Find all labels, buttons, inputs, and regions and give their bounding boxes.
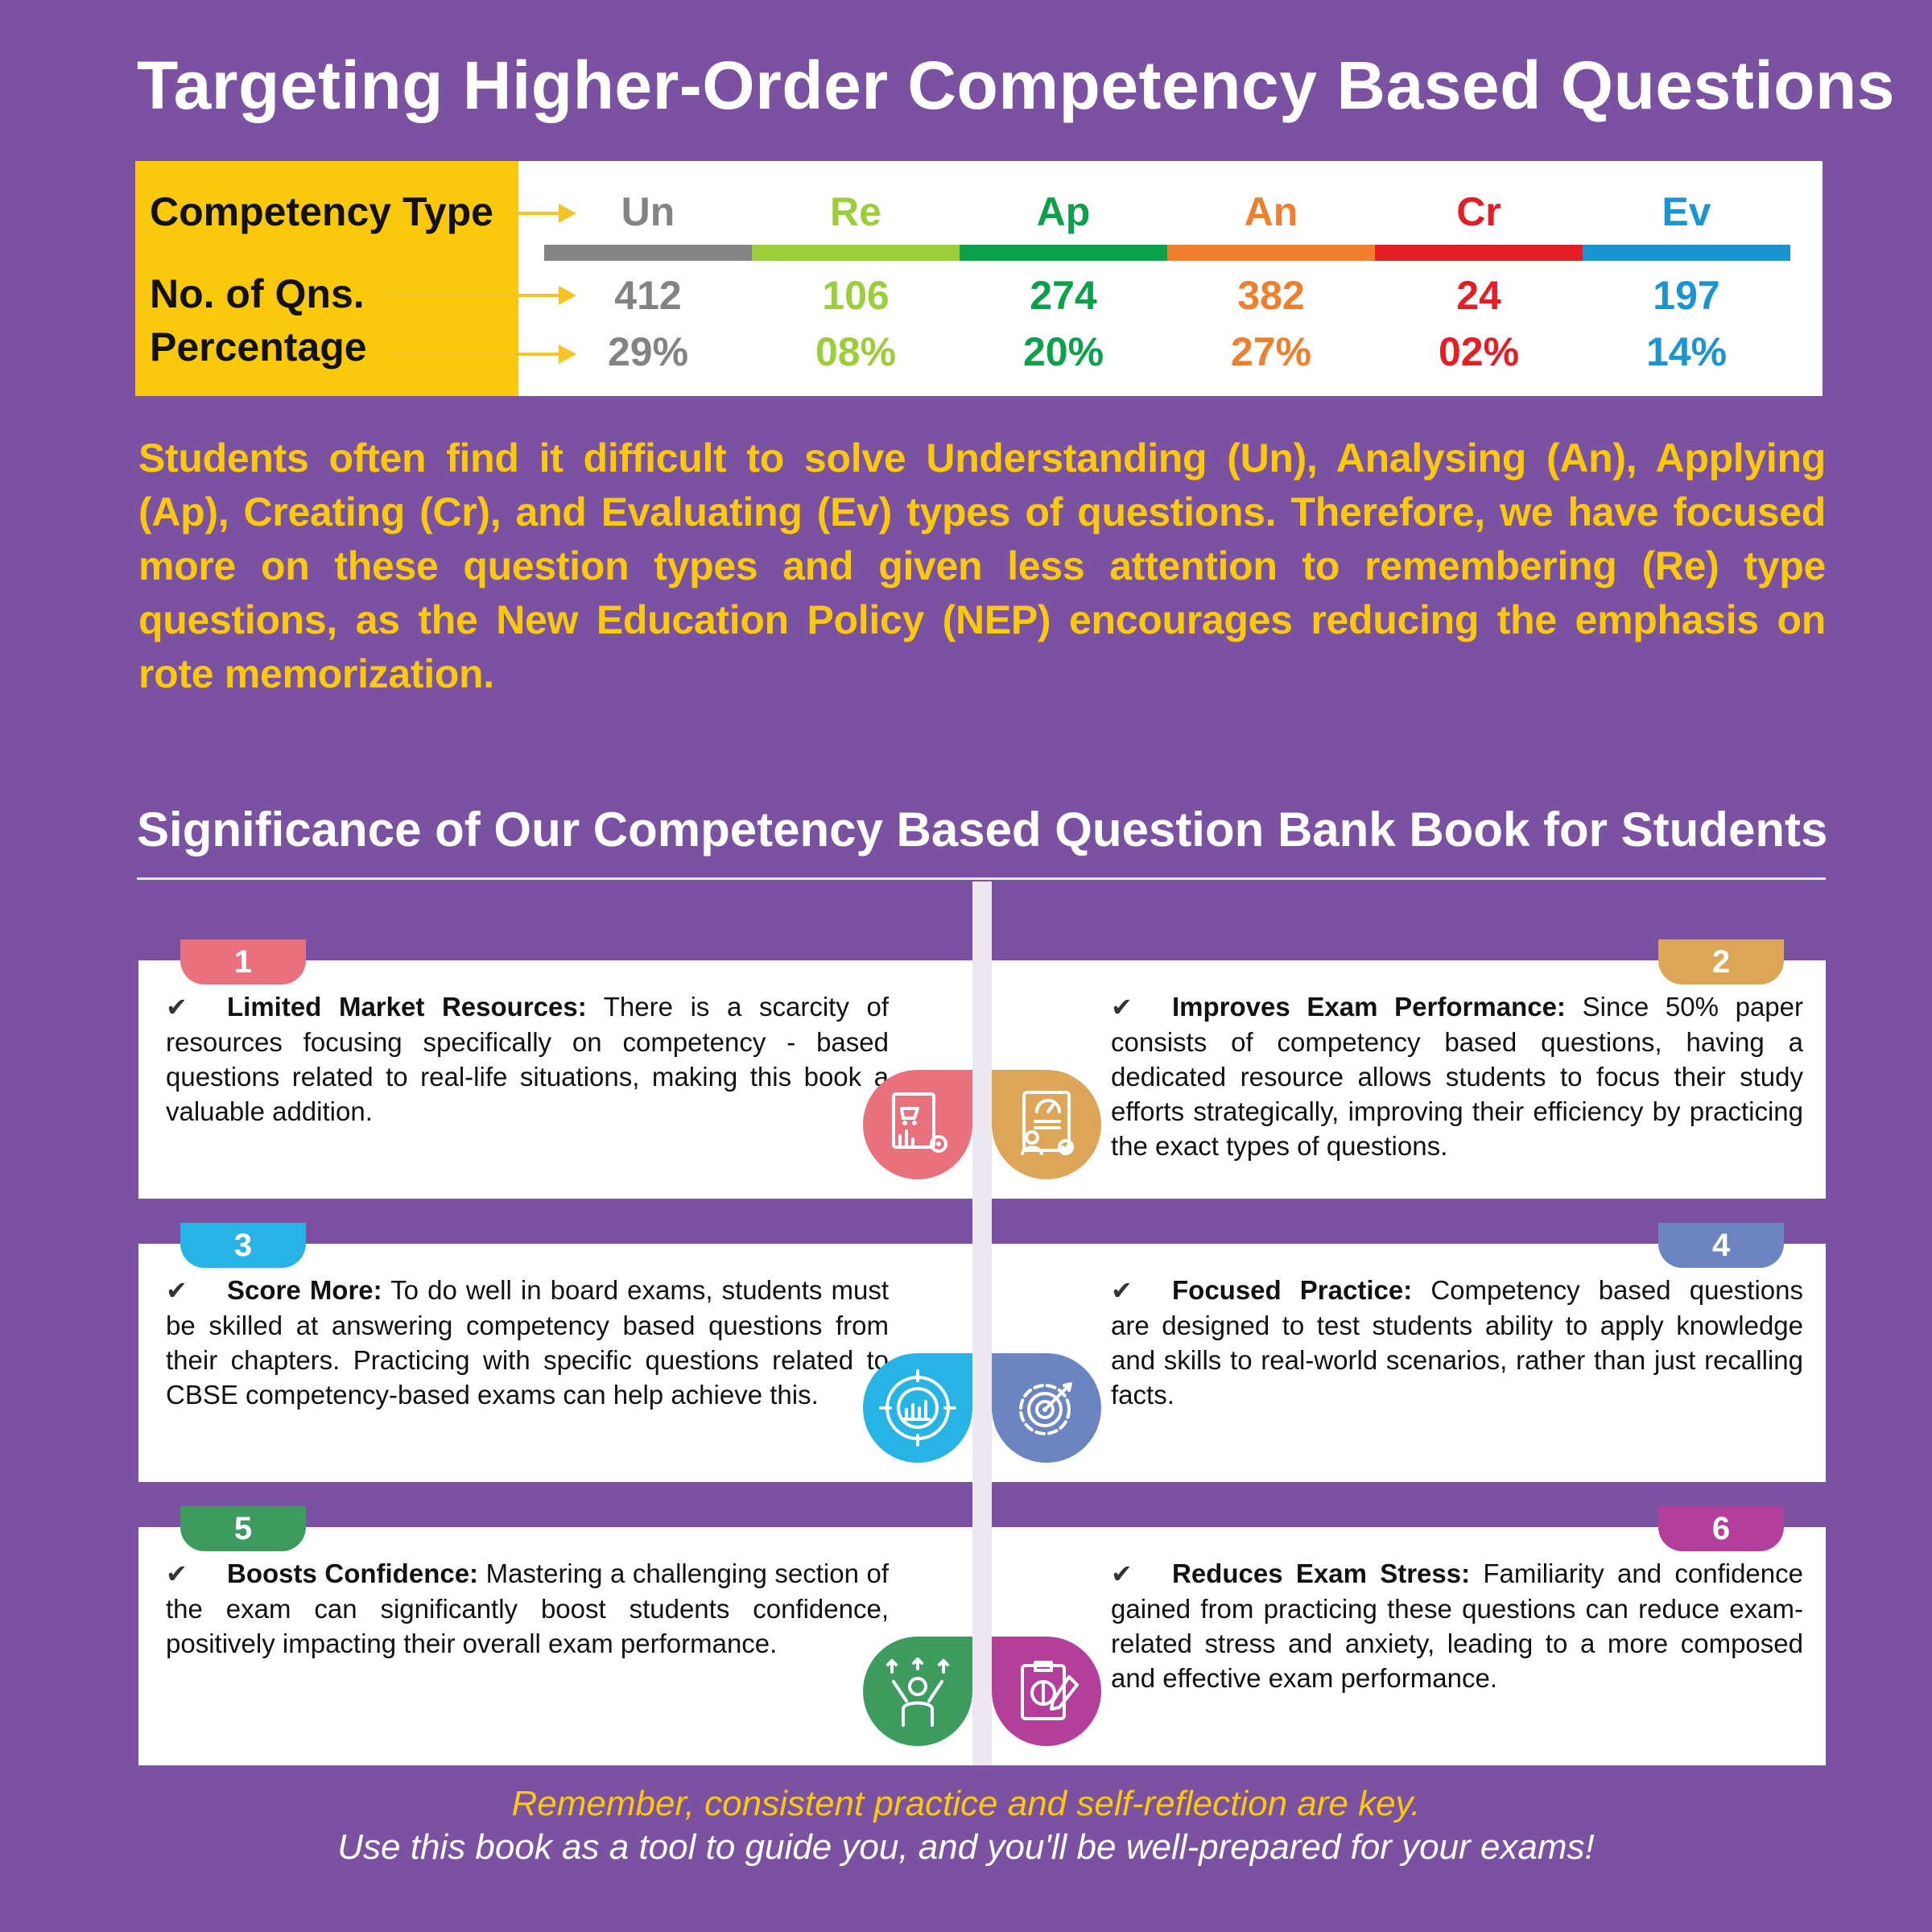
question-percentage: 08% bbox=[815, 329, 897, 374]
card-text: ✔ Limited Market Resources: There is a sc… bbox=[166, 989, 889, 1129]
card-number-tab: 4 bbox=[1658, 1223, 1784, 1268]
card-body: Competency based questions are designed … bbox=[1111, 1275, 1803, 1410]
competency-row-labels: Competency Type No. of Qns. Percentage bbox=[135, 161, 518, 396]
intro-paragraph: Students often find it difficult to solv… bbox=[138, 436, 1826, 696]
competency-color-bar bbox=[544, 245, 752, 261]
card-text: ✔ Improves Exam Performance: Since 50% pa… bbox=[1111, 989, 1803, 1163]
question-count: 382 bbox=[1237, 273, 1305, 318]
card-heading: Score More: bbox=[227, 1275, 382, 1305]
question-percentage: 29% bbox=[607, 329, 689, 374]
check-icon: ✔ bbox=[166, 1559, 188, 1588]
card-number-tab: 2 bbox=[1658, 939, 1784, 985]
competency-column: Ev 197 14% bbox=[1583, 161, 1790, 394]
competency-code: Ap bbox=[1036, 189, 1091, 234]
significance-card: 5 ✔ Boosts Confidence: Mastering a challen… bbox=[138, 1506, 972, 1765]
question-percentage: 02% bbox=[1438, 329, 1520, 374]
competency-color-bar bbox=[752, 245, 960, 261]
check-icon: ✔ bbox=[1111, 993, 1133, 1022]
competency-column: Un 412 29% bbox=[544, 161, 752, 394]
card-body: Mastering a challenging section of the e… bbox=[166, 1558, 889, 1658]
significance-title: Significance of Our Competency Based Que… bbox=[137, 803, 1828, 857]
question-percentage: 14% bbox=[1645, 329, 1728, 374]
competency-code: Re bbox=[830, 189, 881, 234]
closing-note: Remember, consistent practice and self-r… bbox=[0, 1782, 1932, 1869]
card-heading: Focused Practice: bbox=[1172, 1275, 1413, 1305]
card-number-tab: 5 bbox=[180, 1506, 306, 1551]
question-count: 106 bbox=[822, 273, 890, 318]
card-text: ✔ Score More: To do well in board exams, … bbox=[166, 1273, 889, 1412]
closing-line-2: Use this book as a tool to guide you, an… bbox=[337, 1827, 1595, 1867]
competency-color-bar bbox=[1375, 245, 1583, 261]
card-body: Since 50% paper consists of competency b… bbox=[1111, 992, 1804, 1161]
row-label-count: No. of Qns. bbox=[150, 271, 365, 316]
competency-column: Cr 24 02% bbox=[1375, 161, 1583, 394]
competency-code: Ev bbox=[1662, 189, 1711, 234]
card-heading: Boosts Confidence: bbox=[227, 1558, 479, 1588]
arrow-count-icon bbox=[385, 286, 576, 305]
row-label-type: Competency Type bbox=[150, 189, 493, 234]
chart-target-icon bbox=[863, 1353, 972, 1463]
significance-card: 1 ✔ Limited Market Resources: There is a s… bbox=[138, 939, 972, 1199]
closing-line-1: Remember, consistent practice and self-r… bbox=[511, 1784, 1421, 1823]
significance-card: 6 ✔ Reduces Exam Stress: Familiarity and c… bbox=[992, 1506, 1826, 1765]
card-body: To do well in board exams, students must… bbox=[166, 1275, 890, 1410]
gear-target-icon bbox=[992, 1353, 1101, 1463]
card-heading: Reduces Exam Stress: bbox=[1172, 1558, 1471, 1588]
check-icon: ✔ bbox=[1111, 1559, 1133, 1588]
significance-card: 3 ✔ Score More: To do well in board exams,… bbox=[138, 1223, 972, 1482]
arrow-percentage-icon bbox=[385, 345, 576, 364]
competency-color-bar bbox=[960, 245, 1167, 261]
row-label-percentage: Percentage bbox=[150, 324, 367, 369]
card-number-tab: 6 bbox=[1658, 1506, 1784, 1551]
exam-clipboard-icon bbox=[992, 1637, 1101, 1746]
question-percentage: 27% bbox=[1230, 329, 1312, 374]
competency-code: An bbox=[1244, 189, 1298, 234]
competency-code: Un bbox=[621, 189, 675, 234]
card-body: Familiarity and confidence gained from p… bbox=[1111, 1558, 1803, 1693]
question-count: 412 bbox=[614, 273, 682, 318]
competency-column: Re 106 08% bbox=[752, 161, 960, 394]
page-title: Targeting Higher-Order Competency Based … bbox=[137, 47, 1896, 123]
competency-color-bar bbox=[1583, 245, 1790, 261]
competency-color-bar bbox=[1167, 245, 1375, 261]
question-count: 274 bbox=[1030, 273, 1097, 318]
center-divider bbox=[972, 881, 992, 1765]
card-heading: Limited Market Resources: bbox=[227, 992, 587, 1022]
confident-person-icon bbox=[863, 1637, 972, 1746]
significance-card: 2 ✔ Improves Exam Performance: Since 50% p… bbox=[992, 939, 1826, 1199]
card-number-tab: 1 bbox=[180, 939, 306, 985]
question-percentage: 20% bbox=[1022, 329, 1104, 374]
competency-code: Cr bbox=[1456, 189, 1501, 234]
check-icon: ✔ bbox=[166, 1276, 188, 1305]
market-analysis-icon bbox=[863, 1070, 972, 1179]
card-number-tab: 3 bbox=[180, 1223, 306, 1268]
check-icon: ✔ bbox=[1111, 1276, 1133, 1305]
card-text: ✔ Boosts Confidence: Mastering a challeng… bbox=[166, 1556, 889, 1661]
question-count: 24 bbox=[1456, 273, 1501, 318]
check-icon: ✔ bbox=[166, 993, 188, 1022]
card-text: ✔ Focused Practice: Competency based ques… bbox=[1111, 1273, 1803, 1412]
card-heading: Improves Exam Performance: bbox=[1172, 992, 1566, 1022]
card-body: There is a scarcity of resources focusin… bbox=[166, 992, 889, 1126]
significance-card: 4 ✔ Focused Practice: Competency based que… bbox=[992, 1223, 1826, 1482]
card-text: ✔ Reduces Exam Stress: Familiarity and co… bbox=[1111, 1556, 1803, 1695]
question-count: 197 bbox=[1653, 273, 1720, 318]
title-divider bbox=[137, 877, 1826, 880]
performance-report-icon bbox=[992, 1070, 1101, 1179]
competency-column: Ap 274 20% bbox=[960, 161, 1167, 394]
competency-column: An 382 27% bbox=[1167, 161, 1375, 394]
arrow-type-icon bbox=[515, 204, 576, 223]
